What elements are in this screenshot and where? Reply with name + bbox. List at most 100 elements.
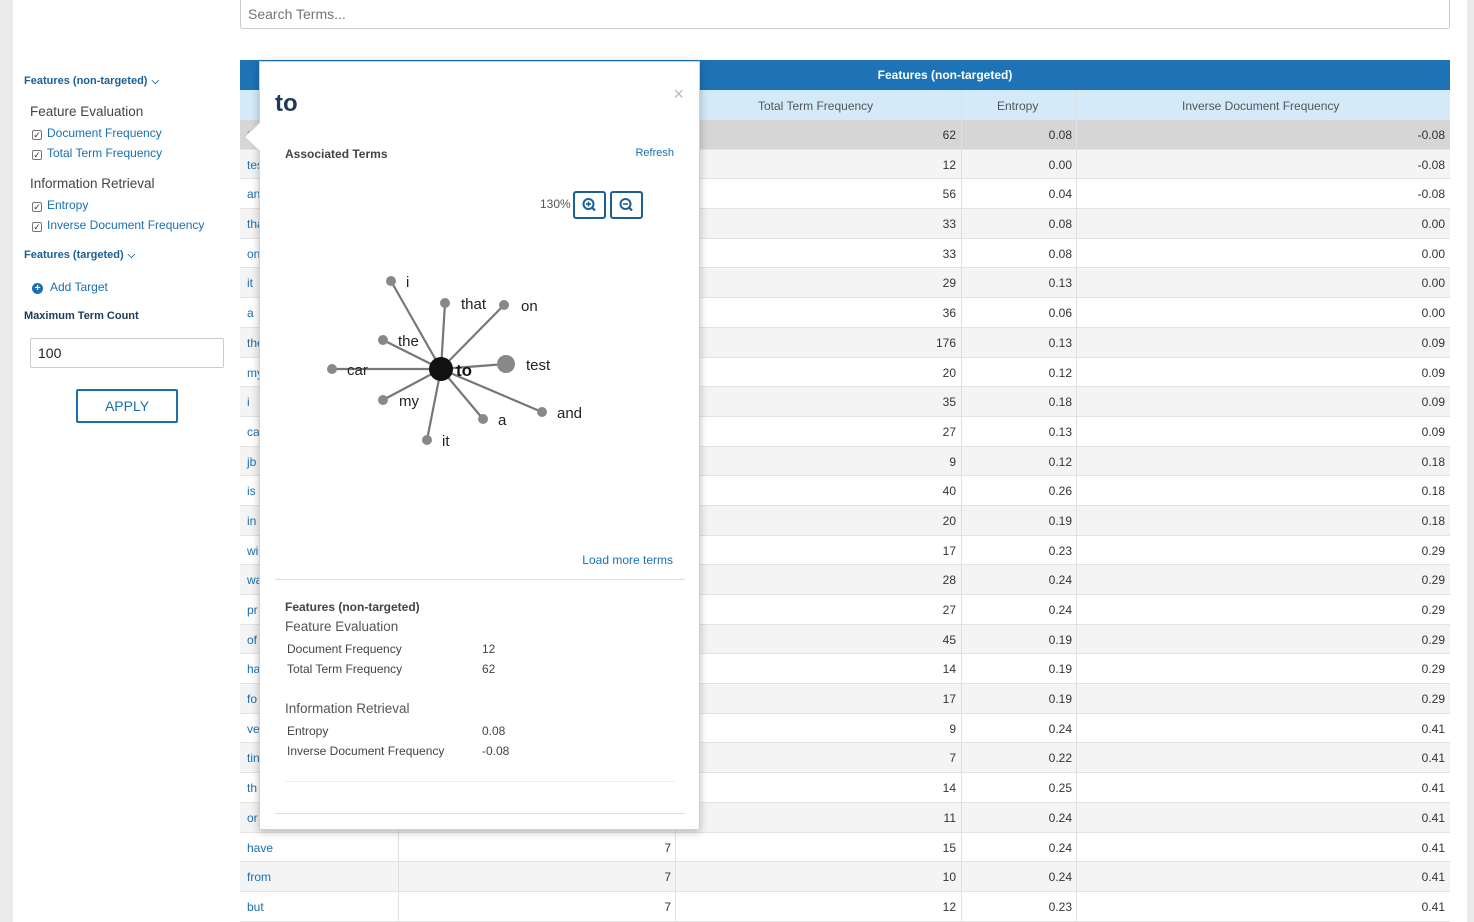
inverse-document-frequency-checkbox[interactable]: ✓ Inverse Document Frequency <box>32 218 204 232</box>
divider <box>275 579 685 580</box>
graph-node-label[interactable]: it <box>442 433 450 450</box>
term-cell[interactable]: in <box>247 513 257 528</box>
graph-node[interactable] <box>327 364 337 374</box>
column-header-total-term-frequency[interactable]: Total Term Frequency <box>758 99 874 113</box>
graph-node-label[interactable]: i <box>406 274 409 291</box>
checkbox-label: Document Frequency <box>47 126 162 140</box>
term-cell[interactable]: a <box>247 306 254 321</box>
value-cell: 20 <box>942 513 956 528</box>
table-row[interactable]: and 56 0.04 -0.08 <box>240 179 1450 210</box>
graph-node[interactable] <box>497 355 515 373</box>
table-row[interactable]: pr 27 0.24 0.29 <box>240 595 1450 625</box>
detail-label: Document Frequency <box>287 642 402 656</box>
graph-node-label[interactable]: a <box>498 412 507 429</box>
table-row[interactable]: from 7 10 0.24 0.41 <box>240 862 1450 892</box>
value-cell: 0.04 <box>1048 187 1072 202</box>
value-cell: 35 <box>942 395 956 410</box>
feature-evaluation-label: Feature Evaluation <box>30 104 144 119</box>
detail-value: 0.08 <box>482 724 506 738</box>
table-row[interactable]: but 7 12 0.23 0.41 <box>240 892 1450 922</box>
graph-node[interactable] <box>378 335 388 345</box>
value-cell: 27 <box>942 603 956 617</box>
term-cell[interactable]: jb <box>247 454 257 469</box>
graph-node[interactable] <box>422 435 432 445</box>
graph-node-label[interactable]: test <box>526 357 551 374</box>
term-cell[interactable]: from <box>247 870 271 885</box>
value-cell: -0.08 <box>1417 187 1445 202</box>
term-cell[interactable]: th <box>247 781 258 796</box>
term-cell[interactable]: pr <box>247 603 258 617</box>
term-cell[interactable]: wi <box>247 543 259 558</box>
value-cell: 0.41 <box>1421 781 1445 796</box>
value-cell: 28 <box>942 573 956 588</box>
checkbox-checked-icon: ✓ <box>32 130 42 140</box>
graph-node-label[interactable]: that <box>461 296 487 313</box>
table-row[interactable]: is 40 0.26 0.18 <box>240 476 1450 506</box>
document-frequency-checkbox[interactable]: ✓ Document Frequency <box>32 126 162 140</box>
associated-terms-graph[interactable]: i that on the test car my a and it to <box>260 62 701 542</box>
value-cell: 33 <box>942 217 956 232</box>
term-cell[interactable]: have <box>247 840 274 855</box>
column-header-idf[interactable]: Inverse Document Frequency <box>1182 99 1340 113</box>
features-non-targeted-label: Features (non-targeted) <box>24 75 148 87</box>
entropy-checkbox[interactable]: ✓ Entropy <box>32 198 88 212</box>
graph-node[interactable] <box>386 276 396 286</box>
associated-terms-heading: Associated Terms <box>285 147 388 161</box>
zoom-out-button[interactable] <box>610 191 643 219</box>
table-row[interactable]: have 7 15 0.24 0.41 <box>240 833 1450 863</box>
features-non-targeted-toggle[interactable]: Features (non-targeted) ⌵ <box>24 75 159 87</box>
term-cell[interactable]: i <box>247 395 250 410</box>
graph-node[interactable] <box>537 407 547 417</box>
term-cell[interactable]: wa <box>247 573 263 588</box>
term-cell[interactable]: is <box>247 484 256 499</box>
value-cell: 11 <box>943 810 956 825</box>
value-cell: 7 <box>664 840 671 855</box>
graph-node[interactable] <box>478 414 488 424</box>
table-row[interactable]: ha 14 0.19 0.29 <box>240 654 1450 685</box>
value-cell: 0.29 <box>1421 543 1445 558</box>
checkbox-label: Entropy <box>47 198 89 212</box>
close-icon[interactable]: × <box>673 84 684 104</box>
table-row[interactable]: on 33 0.08 0.00 <box>240 239 1450 269</box>
value-cell: 9 <box>949 721 956 736</box>
value-cell: 0.29 <box>1421 662 1445 677</box>
max-term-count-input[interactable] <box>30 338 224 368</box>
term-cell[interactable]: of <box>247 632 258 647</box>
value-cell: 12 <box>942 899 956 914</box>
table-row[interactable]: wi 17 0.23 0.29 <box>240 536 1450 566</box>
popup-pointer-inner <box>245 123 260 151</box>
graph-node-label[interactable]: car <box>347 362 368 379</box>
features-targeted-toggle[interactable]: Features (targeted) ⌵ <box>24 249 135 261</box>
term-cell[interactable]: ve <box>247 721 260 736</box>
column-header-entropy[interactable]: Entropy <box>997 99 1039 113</box>
search-input[interactable] <box>240 0 1450 29</box>
value-cell: 0.24 <box>1048 603 1072 617</box>
add-target-button[interactable]: + Add Target <box>32 280 108 294</box>
term-cell[interactable]: tin <box>247 751 260 766</box>
graph-node-label[interactable]: the <box>398 333 419 350</box>
term-cell[interactable]: or <box>247 810 258 825</box>
term-cell[interactable]: fo <box>247 692 258 707</box>
graph-node[interactable] <box>378 395 388 405</box>
refresh-link[interactable]: Refresh <box>635 147 674 159</box>
term-cell[interactable]: ha <box>247 662 261 677</box>
zoom-in-button[interactable] <box>573 191 606 219</box>
graph-center-node[interactable] <box>429 357 453 381</box>
graph-node-label[interactable]: and <box>557 405 582 422</box>
table-row[interactable]: th 14 0.25 0.41 <box>240 773 1450 803</box>
term-cell[interactable]: on <box>247 246 261 261</box>
graph-node[interactable] <box>440 298 450 308</box>
graph-edge <box>425 368 443 441</box>
value-cell: 7 <box>949 751 956 766</box>
graph-node-label[interactable]: my <box>399 393 419 410</box>
plus-circle-icon: + <box>32 283 43 294</box>
load-more-terms-link[interactable]: Load more terms <box>582 553 673 567</box>
term-cell[interactable]: it <box>247 276 253 291</box>
graph-node[interactable] <box>499 300 509 310</box>
total-term-frequency-checkbox[interactable]: ✓ Total Term Frequency <box>32 146 162 160</box>
table-row[interactable]: a 36 0.06 0.00 <box>240 298 1450 328</box>
table-row[interactable]: ve 9 0.24 0.41 <box>240 714 1450 744</box>
apply-button[interactable]: APPLY <box>76 389 178 423</box>
graph-node-label[interactable]: on <box>521 298 538 315</box>
term-cell[interactable]: but <box>247 899 264 914</box>
